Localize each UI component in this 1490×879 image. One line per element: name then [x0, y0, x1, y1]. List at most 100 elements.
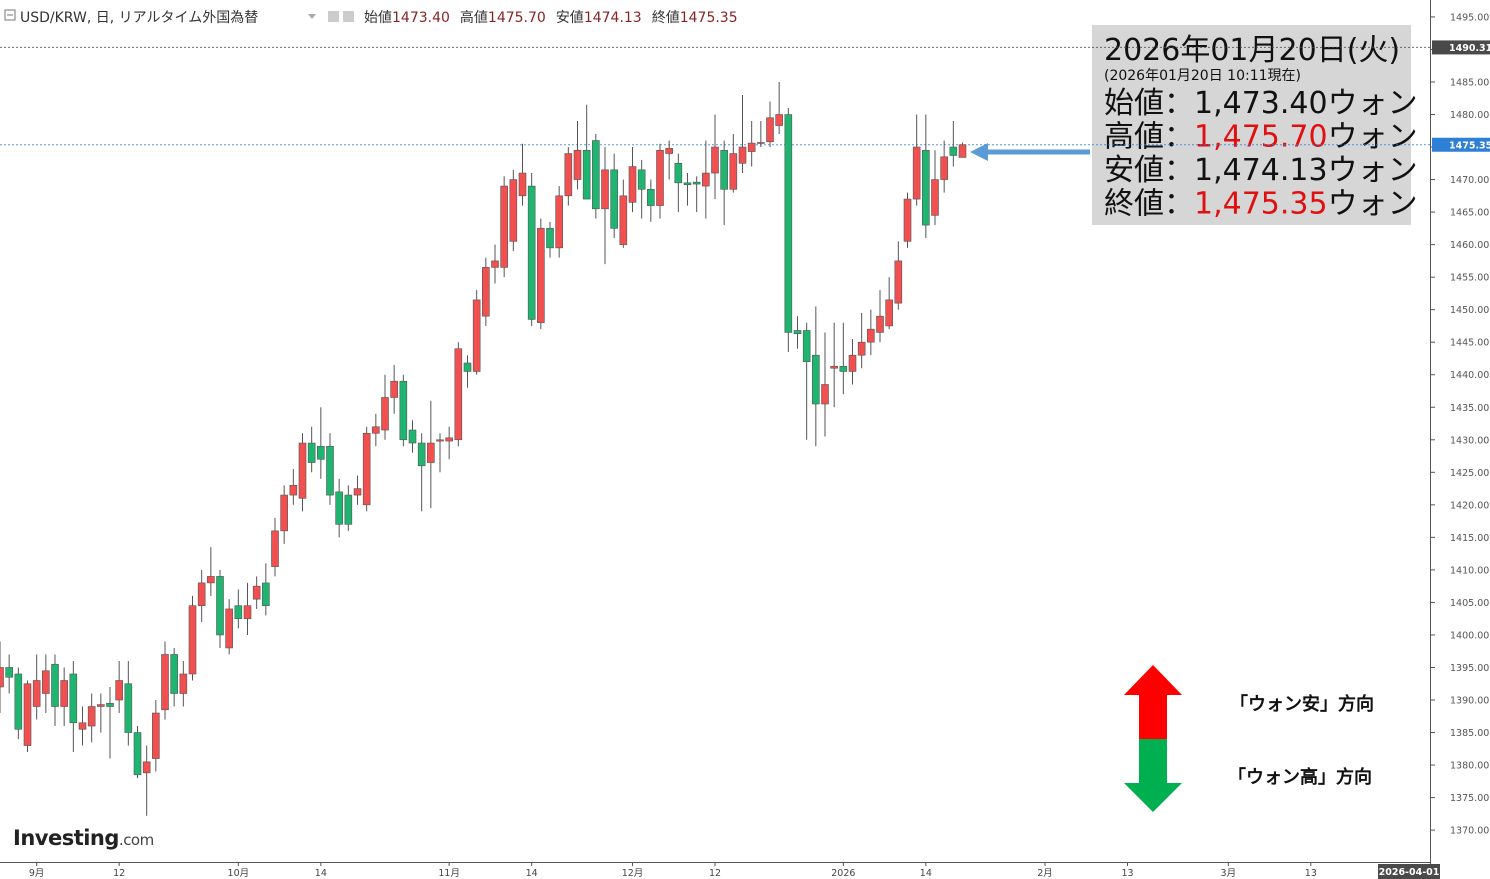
- down-arrow: [1124, 739, 1182, 812]
- annotation-row: 高値：1,475.70ウォン: [1104, 120, 1418, 155]
- candle-body: [610, 169, 618, 229]
- candle-body: [197, 582, 206, 606]
- candle-body: [894, 260, 903, 304]
- price-label-box: [1432, 137, 1490, 152]
- collapse-icon[interactable]: [4, 9, 16, 21]
- x-tick-label: 14: [315, 868, 327, 879]
- row-unit: ウォン: [1328, 187, 1418, 222]
- candle-body: [106, 702, 114, 707]
- candle-body: [372, 426, 380, 434]
- candle-body: [683, 182, 692, 186]
- candle-body: [0, 667, 4, 688]
- candle-body: [784, 114, 793, 333]
- y-tick-label: 1375.00: [1450, 793, 1489, 804]
- candle-body: [628, 166, 637, 203]
- y-tick-label: 1395.00: [1450, 663, 1489, 674]
- candle-body: [454, 348, 463, 441]
- annotation-row: 終値：1,475.35ウォン: [1104, 187, 1418, 222]
- direction-arrow: [1124, 665, 1182, 812]
- candle-body: [619, 195, 628, 245]
- candle-body: [793, 330, 802, 335]
- candle-body: [445, 437, 453, 442]
- candle-body: [802, 330, 811, 363]
- candle-body: [362, 432, 371, 506]
- candle-body: [518, 172, 527, 197]
- settings-icon[interactable]: [328, 11, 339, 22]
- ohlc-value: 1473.40: [392, 10, 450, 26]
- y-tick-label: 1420.00: [1450, 500, 1489, 511]
- candle-body: [582, 149, 591, 200]
- ohlc-label: 終値: [652, 10, 680, 26]
- candle-body: [812, 354, 820, 405]
- candle-body: [436, 439, 444, 442]
- candle-body: [647, 189, 655, 206]
- row-value: 1,475.35: [1194, 187, 1328, 222]
- candle-body: [243, 605, 252, 619]
- candle-body: [747, 142, 756, 152]
- candle-body: [133, 732, 142, 776]
- candle-body: [170, 654, 178, 694]
- row-label: 高値：: [1104, 120, 1194, 155]
- candle-body: [23, 683, 32, 746]
- logo-suffix: .com: [119, 831, 154, 849]
- price-label: 1490.31: [1449, 43, 1490, 54]
- candle-body: [207, 576, 215, 584]
- row-unit: ウォン: [1328, 86, 1418, 121]
- ohlc-label: 始値: [364, 10, 392, 26]
- candle-body: [931, 179, 939, 216]
- candle-body: [234, 605, 243, 619]
- candle-body: [353, 488, 362, 496]
- candle-body: [958, 144, 967, 158]
- candle-body: [848, 354, 857, 372]
- x-tick-label: 12: [113, 868, 125, 879]
- candle-body: [417, 442, 426, 467]
- candle-body: [142, 761, 151, 774]
- candle-body: [399, 380, 408, 441]
- row-value: 1,474.13: [1194, 153, 1328, 188]
- row-label: 始値：: [1104, 86, 1194, 121]
- y-tick-label: 1495.00: [1450, 12, 1489, 23]
- price-label: 1475.35: [1449, 140, 1490, 151]
- candle-body: [491, 260, 499, 268]
- y-tick-label: 1440.00: [1450, 370, 1489, 381]
- x-tick-label: 2026: [831, 868, 855, 879]
- y-tick-label: 1450.00: [1450, 305, 1489, 316]
- candle-body: [885, 299, 893, 327]
- y-tick-label: 1405.00: [1450, 598, 1489, 609]
- ohlc-value: 1474.13: [584, 10, 642, 26]
- candle-body: [280, 494, 288, 532]
- dropdown-icon[interactable]: [308, 14, 316, 19]
- candle-body: [665, 148, 673, 154]
- candle-body: [326, 445, 334, 496]
- candle-body: [729, 153, 738, 190]
- candle-body: [738, 146, 747, 164]
- candle-body: [472, 299, 481, 372]
- candle-body: [161, 654, 169, 711]
- annotation-box: [1092, 25, 1411, 225]
- candle-body: [78, 722, 87, 730]
- candle-body: [252, 585, 261, 600]
- candle-body: [344, 494, 353, 525]
- close-icon[interactable]: [343, 11, 354, 22]
- candle-body: [546, 228, 554, 249]
- candle-body: [564, 153, 573, 197]
- candle-body: [289, 485, 298, 496]
- logo: Investing.com: [13, 826, 154, 850]
- annotation-row: 安値：1,474.13ウォン: [1104, 153, 1418, 188]
- candle-body: [922, 149, 930, 226]
- candle-body: [271, 530, 279, 567]
- candle-body: [298, 442, 307, 499]
- candle-body: [509, 179, 518, 242]
- x-tick-label: 13: [1305, 868, 1317, 879]
- candle-body: [152, 712, 160, 759]
- logo-name: Investing: [13, 826, 119, 850]
- x-tick-label: 2月: [1037, 868, 1053, 879]
- direction-up-label: 「ウォン安」方向: [1230, 693, 1374, 715]
- price-label-box: [1432, 40, 1490, 55]
- candle-body: [674, 162, 683, 184]
- candle-body: [42, 670, 50, 694]
- y-tick-label: 1385.00: [1450, 728, 1489, 739]
- y-tick-label: 1380.00: [1450, 761, 1489, 772]
- candle-body: [867, 328, 875, 343]
